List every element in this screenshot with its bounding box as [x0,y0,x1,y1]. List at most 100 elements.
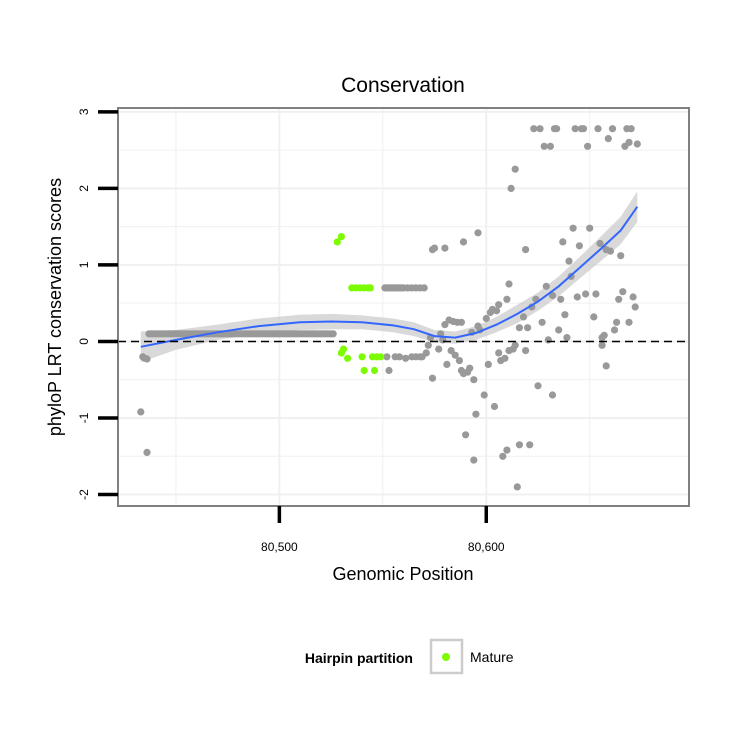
y-axis: -2 -1 0 1 2 3 [77,108,118,500]
point-other [598,341,606,349]
point-other [329,330,337,338]
point-other [619,288,627,296]
point-other [484,360,492,368]
point-other [582,290,590,298]
point-other [534,382,542,390]
point-other [495,301,503,309]
point-other [470,376,478,384]
point-other [455,357,463,365]
point-other [625,318,633,326]
point-mature [337,233,345,241]
legend-key-point [442,653,450,661]
point-other [631,303,639,311]
y-tick-label: 2 [77,185,91,192]
y-tick-label: 1 [77,261,91,268]
point-other [422,349,430,357]
point-other [546,142,555,150]
x-tick-label: 80,600 [468,540,505,554]
point-mature [360,366,368,375]
point-other [462,431,470,439]
point-other [143,355,151,363]
point-other [420,284,428,292]
point-other [594,125,602,133]
point-other [428,374,437,382]
point-mature [370,366,379,375]
point-other [522,347,530,355]
point-other [526,441,534,449]
point-other [511,165,519,173]
point-other [608,125,617,133]
plot-panel [117,107,690,507]
point-other [555,326,563,334]
point-other [457,318,465,326]
point-other [522,246,530,254]
point-other [573,293,581,301]
chart-title: Conservation [341,74,465,97]
legend-title: Hairpin partition [305,650,413,666]
point-other [482,314,490,323]
point-other [524,324,532,332]
point-other [435,345,443,353]
point-other [424,341,432,349]
point-other [443,360,451,368]
point-mature [366,284,374,292]
point-other [515,441,524,449]
point-other [615,295,623,303]
point-other [441,244,449,252]
point-other [441,321,449,329]
point-other [625,138,633,146]
point-other [561,311,569,319]
point-other [137,408,145,416]
point-other [548,291,557,300]
point-other [557,295,565,303]
point-other [480,391,488,399]
point-other [553,125,561,133]
point-other [503,295,511,303]
point-other [402,354,410,362]
x-axis: 80,500 80,600 [261,506,505,554]
point-other [571,125,579,133]
point-other [447,347,455,355]
point-other [501,354,509,362]
point-other [430,244,439,252]
point-other [627,125,635,133]
point-other [513,483,521,491]
point-other [540,142,548,150]
point-other [490,402,499,411]
legend: Hairpin partition Mature [305,638,514,675]
y-tick-label: 0 [77,338,91,345]
x-axis-title: Genomic Position [332,564,473,584]
point-other [507,184,515,192]
point-other [575,242,584,250]
point-other [472,410,480,418]
point-other [548,391,557,399]
point-other [538,318,546,326]
point-other [385,366,393,375]
point-other [466,364,474,372]
point-other [586,224,594,232]
point-other [530,125,538,133]
point-mature [344,354,352,362]
point-other [499,452,507,460]
point-other [590,313,598,321]
smooth-line [140,206,639,348]
point-other [610,326,619,334]
point-other [474,229,482,237]
point-other [569,224,577,232]
point-mature [358,353,366,361]
point-other [596,239,604,248]
point-other [559,238,567,246]
point-other [563,334,571,342]
point-other [600,331,608,339]
point-other [451,351,459,359]
point-other [536,125,544,133]
y-axis-title: phyloP LRT conservation scores [45,178,65,436]
point-other [617,252,625,260]
point-other [459,238,468,246]
y-tick-label: -2 [77,489,91,500]
point-other [511,341,519,349]
point-other [519,313,528,321]
point-mature [377,353,385,361]
y-tick-label: -1 [77,412,91,423]
point-other [503,446,511,454]
